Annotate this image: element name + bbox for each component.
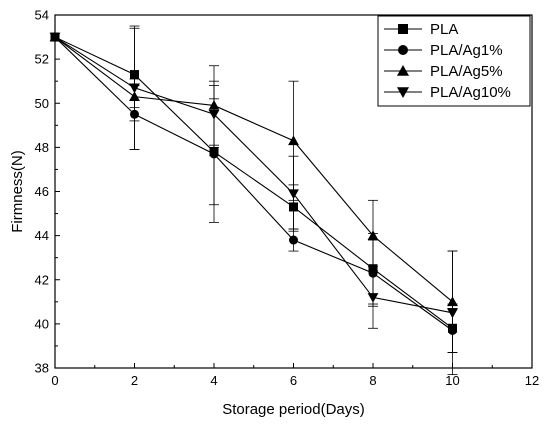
series-0-point — [130, 70, 139, 80]
legend-marker-1 — [398, 45, 408, 55]
y-tick-label-52: 52 — [35, 52, 49, 67]
series-1-point — [448, 325, 457, 335]
series-1-point — [368, 268, 378, 278]
series-0-line — [54, 36, 453, 329]
legend-marker-3 — [397, 87, 409, 98]
series-3-point — [447, 308, 458, 319]
series-3-line — [54, 36, 453, 314]
series-3-point — [288, 189, 299, 200]
y-tick-label-48: 48 — [35, 140, 49, 155]
y-tick-label-42: 42 — [35, 272, 49, 287]
series-3-point — [129, 83, 140, 94]
legend-marker-0 — [398, 24, 408, 34]
x-tick-label-0: 0 — [51, 373, 58, 388]
y-tick-label-46: 46 — [35, 184, 49, 199]
y-axis-title: Firmness(N) — [9, 150, 26, 233]
x-tick-label-2: 2 — [131, 373, 138, 388]
series-1-point — [209, 149, 219, 159]
series-3-point — [208, 109, 220, 120]
series-0-point — [289, 202, 298, 212]
series-2-line — [54, 36, 453, 303]
series-2-point — [367, 230, 379, 240]
x-tick-label-10: 10 — [445, 373, 459, 388]
series-1-line — [54, 36, 453, 331]
series-1-point — [130, 109, 139, 119]
legend-marker-2 — [397, 65, 409, 76]
legend-label-0: PLA — [430, 21, 458, 38]
x-tick-label-4: 4 — [210, 373, 217, 388]
series-2-point — [208, 100, 220, 110]
x-axis: 0 2 4 6 8 10 12 — [51, 363, 539, 388]
series-1-point — [289, 235, 298, 245]
series-2-point — [129, 91, 140, 101]
y-tick-label-44: 44 — [35, 228, 49, 243]
y-tick-label-38: 38 — [35, 361, 49, 376]
legend-label-3: PLA/Ag10% — [430, 84, 511, 101]
y-axis: 38 40 42 44 46 48 50 52 54 — [35, 8, 60, 376]
series-2-point — [447, 296, 458, 307]
y-tick-label-54: 54 — [35, 8, 49, 23]
x-tick-label-8: 8 — [369, 373, 376, 388]
y-tick-label-50: 50 — [35, 96, 49, 111]
x-tick-label-6: 6 — [290, 373, 297, 388]
series-3-point — [367, 293, 379, 303]
legend-label-1: PLA/Ag1% — [430, 42, 503, 59]
y-tick-label-40: 40 — [35, 316, 49, 331]
series-lines — [54, 36, 453, 331]
legend: PLA PLA/Ag1% PLA/Ag5% PLA/Ag10% — [377, 15, 531, 107]
legend-label-2: PLA/Ag5% — [430, 63, 503, 80]
x-tick-label-12: 12 — [525, 373, 539, 388]
series-2-point — [288, 135, 299, 146]
x-axis-title: Storage period(Days) — [222, 401, 365, 418]
